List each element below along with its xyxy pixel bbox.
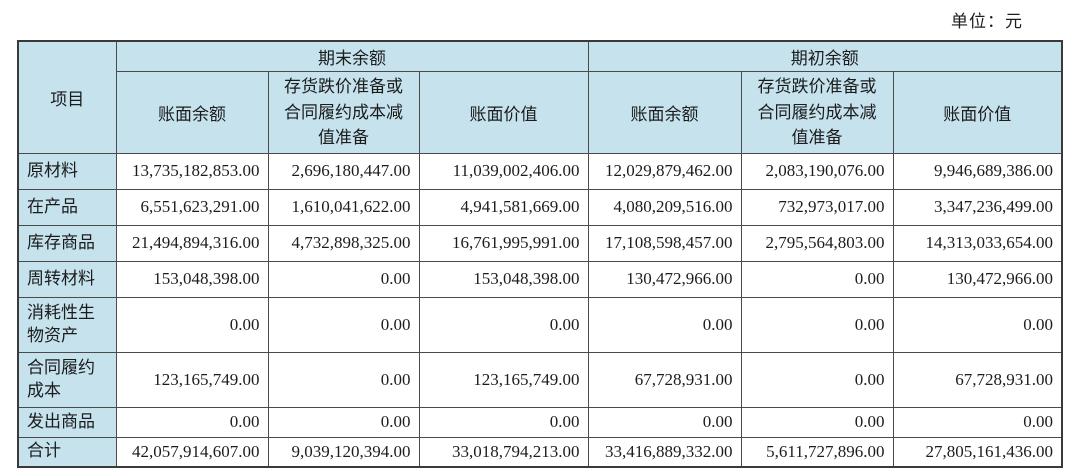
- cell-beginning-provision: 2,083,190,076.00: [740, 152, 894, 190]
- cell-beginning-book-balance: 12,029,879,462.00: [587, 152, 742, 190]
- table-row-contract-performance-cost: 合同履约 成本 123,165,749.00 0.00 123,165,749.…: [17, 351, 1063, 408]
- cell-ending-provision: 0.00: [267, 260, 420, 298]
- cell-ending-book-value: 11,039,002,406.00: [418, 152, 589, 190]
- header-ending-book-value: 账面价值: [418, 71, 589, 154]
- cell-beginning-provision: 2,795,564,803.00: [740, 224, 894, 262]
- header-beginning-book-value: 账面价值: [892, 71, 1063, 154]
- cell-ending-book-value: 123,165,749.00: [418, 351, 589, 408]
- cell-ending-provision: 0.00: [267, 406, 420, 438]
- row-label: 发出商品: [17, 406, 117, 438]
- cell-beginning-provision: 0.00: [740, 296, 894, 353]
- header-ending-book-balance: 账面余额: [115, 71, 269, 154]
- cell-ending-book-balance: 153,048,398.00: [115, 260, 269, 298]
- unit-label: 单位：元: [951, 12, 1023, 31]
- row-label: 消耗性生 物资产: [17, 296, 117, 353]
- cell-ending-book-balance: 21,494,894,316.00: [115, 224, 269, 262]
- header-beginning-provision: 存货跌价准备或 合同履约成本减 值准备: [740, 71, 894, 154]
- cell-ending-book-value: 4,941,581,669.00: [418, 188, 589, 226]
- cell-ending-provision: 9,039,120,394.00: [267, 436, 420, 468]
- header-ending-balance: 期末余额: [115, 40, 589, 72]
- cell-ending-book-value: 16,761,995,991.00: [418, 224, 589, 262]
- cell-beginning-book-value: 14,313,033,654.00: [892, 224, 1063, 262]
- cell-beginning-book-value: 67,728,931.00: [892, 351, 1063, 408]
- table-row-goods-shipped: 发出商品 0.00 0.00 0.00 0.00 0.00 0.00: [17, 406, 1063, 438]
- cell-ending-provision: 0.00: [267, 351, 420, 408]
- cell-beginning-book-value: 130,472,966.00: [892, 260, 1063, 298]
- cell-ending-book-balance: 123,165,749.00: [115, 351, 269, 408]
- cell-beginning-provision: 5,611,727,896.00: [740, 436, 894, 468]
- cell-beginning-provision: 0.00: [740, 260, 894, 298]
- cell-ending-provision: 2,696,180,447.00: [267, 152, 420, 190]
- cell-ending-provision: 4,732,898,325.00: [267, 224, 420, 262]
- cell-beginning-book-balance: 130,472,966.00: [587, 260, 742, 298]
- row-label: 合计: [17, 436, 117, 468]
- cell-beginning-provision: 0.00: [740, 406, 894, 438]
- table-row-raw-materials: 原材料 13,735,182,853.00 2,696,180,447.00 1…: [17, 152, 1063, 190]
- cell-beginning-book-balance: 0.00: [587, 406, 742, 438]
- header-ending-provision: 存货跌价准备或 合同履约成本减 值准备: [267, 71, 420, 154]
- cell-beginning-book-balance: 0.00: [587, 296, 742, 353]
- table-row-finished-goods: 库存商品 21,494,894,316.00 4,732,898,325.00 …: [17, 224, 1063, 262]
- cell-ending-book-balance: 42,057,914,607.00: [115, 436, 269, 468]
- cell-beginning-book-value: 0.00: [892, 296, 1063, 353]
- table-row-turnover-materials: 周转材料 153,048,398.00 0.00 153,048,398.00 …: [17, 260, 1063, 298]
- cell-ending-book-balance: 6,551,623,291.00: [115, 188, 269, 226]
- cell-ending-book-value: 33,018,794,213.00: [418, 436, 589, 468]
- row-label: 在产品: [17, 188, 117, 226]
- row-label: 合同履约 成本: [17, 351, 117, 408]
- cell-beginning-provision: 0.00: [740, 351, 894, 408]
- table-row-consumable-biological-assets: 消耗性生 物资产 0.00 0.00 0.00 0.00 0.00 0.00: [17, 296, 1063, 353]
- row-label: 库存商品: [17, 224, 117, 262]
- cell-beginning-book-balance: 17,108,598,457.00: [587, 224, 742, 262]
- header-group-row: 项目 期末余额 期初余额: [17, 40, 1063, 154]
- header-beginning-balance: 期初余额: [587, 40, 1063, 72]
- cell-ending-book-value: 0.00: [418, 296, 589, 353]
- cell-beginning-book-value: 3,347,236,499.00: [892, 188, 1063, 226]
- cell-ending-book-balance: 0.00: [115, 406, 269, 438]
- header-beginning-book-balance: 账面余额: [587, 71, 742, 154]
- table-row-total: 合计 42,057,914,607.00 9,039,120,394.00 33…: [17, 436, 1063, 468]
- table-row-work-in-progress: 在产品 6,551,623,291.00 1,610,041,622.00 4,…: [17, 188, 1063, 226]
- inventory-table: 项目 期末余额 期初余额 账面余额 存货跌价准备或 合同履约成本减 值准备 账面…: [17, 40, 1064, 468]
- cell-beginning-provision: 732,973,017.00: [740, 188, 894, 226]
- cell-ending-provision: 0.00: [267, 296, 420, 353]
- header-item: 项目: [17, 40, 117, 154]
- cell-beginning-book-value: 9,946,689,386.00: [892, 152, 1063, 190]
- cell-beginning-book-balance: 4,080,209,516.00: [587, 188, 742, 226]
- row-label: 原材料: [17, 152, 117, 190]
- cell-ending-book-balance: 0.00: [115, 296, 269, 353]
- cell-beginning-book-value: 27,805,161,436.00: [892, 436, 1063, 468]
- cell-beginning-book-balance: 67,728,931.00: [587, 351, 742, 408]
- header-sub-row: 账面余额 存货跌价准备或 合同履约成本减 值准备 账面价值 账面余额 存货跌价准…: [18, 71, 1063, 154]
- cell-ending-book-balance: 13,735,182,853.00: [115, 152, 269, 190]
- cell-beginning-book-balance: 33,416,889,332.00: [587, 436, 742, 468]
- cell-beginning-book-value: 0.00: [892, 406, 1063, 438]
- row-label: 周转材料: [17, 260, 117, 298]
- cell-ending-book-value: 153,048,398.00: [418, 260, 589, 298]
- cell-ending-provision: 1,610,041,622.00: [267, 188, 420, 226]
- cell-ending-book-value: 0.00: [418, 406, 589, 438]
